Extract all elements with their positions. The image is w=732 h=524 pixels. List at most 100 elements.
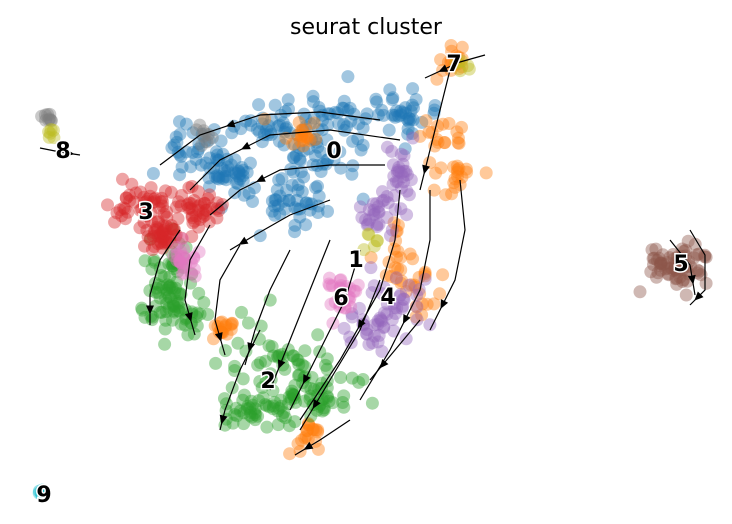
scatter-point-cluster-3 xyxy=(140,223,154,237)
scatter-point-cluster-0 xyxy=(389,104,403,118)
scatter-point-cluster-6 xyxy=(187,251,201,265)
scatter-point-cluster-2 xyxy=(326,396,340,410)
scatter-point-cluster-3 xyxy=(128,195,141,209)
streamline-arrow xyxy=(438,64,449,72)
scatter-point-cluster-2 xyxy=(320,352,334,366)
scatter-point-cluster-1 xyxy=(420,297,434,311)
scatter-point-cluster-4 xyxy=(377,280,391,294)
scatter-point-cluster-0 xyxy=(346,159,360,173)
scatter-point-cluster-0 xyxy=(268,98,282,112)
scatter-point-cluster-1 xyxy=(307,116,321,130)
scatter-point-cluster-2 xyxy=(138,254,152,268)
scatter-point-cluster-1 xyxy=(384,270,398,283)
scatter-point-cluster-2 xyxy=(321,391,334,404)
scatter-point-cluster-0 xyxy=(236,174,250,188)
scatter-point-cluster-4 xyxy=(389,271,403,285)
scatter-point-cluster-3 xyxy=(194,197,208,211)
scatter-point-cluster-4 xyxy=(412,283,426,297)
scatter-point-cluster-4 xyxy=(370,197,384,210)
scatter-point-cluster-2 xyxy=(172,296,186,310)
scatter-point-cluster-4 xyxy=(394,166,408,180)
scatter-point-cluster-6 xyxy=(188,269,202,283)
scatter-point-cluster-5 xyxy=(670,271,683,285)
scatter-point-cluster-2 xyxy=(259,375,273,389)
scatter-point-cluster-4 xyxy=(388,301,402,315)
scatter-point-cluster-1 xyxy=(434,53,448,67)
scatter-point-cluster-6 xyxy=(323,271,336,285)
scatter-point-cluster-4 xyxy=(364,261,378,275)
scatter-point-cluster-0 xyxy=(405,98,419,112)
scatter-point-cluster-5 xyxy=(681,234,695,248)
scatter-point-cluster-0 xyxy=(327,153,341,167)
scatter-point-cluster-3 xyxy=(153,227,167,241)
scatter-point-cluster-0 xyxy=(191,145,205,159)
scatter-point-cluster-2 xyxy=(235,305,248,319)
scatter-point-cluster-0 xyxy=(300,196,313,210)
scatter-point-cluster-0 xyxy=(315,123,329,137)
scatter-point-cluster-2 xyxy=(337,389,351,403)
scatter-point-cluster-5 xyxy=(654,256,668,270)
scatter-point-cluster-0 xyxy=(404,104,418,118)
scatter-point-cluster-1 xyxy=(449,49,463,63)
scatter-point-cluster-4 xyxy=(381,196,395,210)
scatter-point-cluster-0 xyxy=(265,194,279,208)
scatter-point-cluster-2 xyxy=(145,262,159,276)
scatter-point-cluster-0 xyxy=(335,101,349,115)
scatter-point-cluster-2 xyxy=(259,354,272,368)
scatter-point-cluster-0 xyxy=(175,160,189,174)
scatter-point-cluster-6 xyxy=(177,266,191,280)
scatter-point-cluster-3 xyxy=(113,203,127,217)
scatter-point-cluster-0 xyxy=(186,126,200,140)
streamline-arrow xyxy=(422,164,430,175)
scatter-point-cluster-3 xyxy=(182,181,196,195)
scatter-point-cluster-1 xyxy=(422,125,436,139)
scatter-point-cluster-2 xyxy=(299,379,313,393)
scatter-point-cluster-0 xyxy=(232,169,246,183)
scatter-point-cluster-2 xyxy=(170,255,184,269)
scatter-point-cluster-2 xyxy=(193,307,207,321)
scatter-point-cluster-0 xyxy=(167,138,181,152)
scatter-point-cluster-6 xyxy=(170,247,184,261)
scatter-point-cluster-1 xyxy=(455,60,469,74)
scatter-point-cluster-6 xyxy=(334,273,348,287)
scatter-point-cluster-4 xyxy=(370,218,384,232)
scatter-point-cluster-0 xyxy=(306,158,320,172)
scatter-point-cluster-4 xyxy=(368,318,382,332)
scatter-point-cluster-1 xyxy=(211,319,225,333)
scatter-point-cluster-0 xyxy=(346,134,360,148)
scatter-point-cluster-9 xyxy=(36,486,50,500)
scatter-point-cluster-7 xyxy=(200,135,214,149)
scatter-point-cluster-0 xyxy=(356,138,370,152)
scatter-point-cluster-5 xyxy=(669,255,683,269)
scatter-point-cluster-1 xyxy=(215,315,229,329)
scatter-point-cluster-4 xyxy=(396,292,410,306)
scatter-point-cluster-9 xyxy=(32,484,46,498)
scatter-point-cluster-2 xyxy=(178,318,192,332)
scatter-point-cluster-0 xyxy=(283,126,297,140)
scatter-point-cluster-6 xyxy=(323,279,337,293)
scatter-point-cluster-0 xyxy=(192,142,206,156)
scatter-point-cluster-6 xyxy=(333,282,347,296)
scatter-point-cluster-0 xyxy=(316,113,329,127)
scatter-point-cluster-0 xyxy=(321,153,335,167)
scatter-point-cluster-1 xyxy=(389,272,403,286)
scatter-point-cluster-7 xyxy=(205,131,219,145)
scatter-point-cluster-2 xyxy=(167,304,181,318)
streamline xyxy=(669,239,696,296)
scatter-point-cluster-2 xyxy=(288,378,302,392)
scatter-point-cluster-1 xyxy=(218,320,232,334)
scatter-point-cluster-2 xyxy=(352,375,366,389)
scatter-point-cluster-3 xyxy=(116,172,129,186)
scatter-point-cluster-1 xyxy=(430,72,444,86)
scatter-point-cluster-4 xyxy=(360,218,374,232)
cluster-labels: 0 1 2 3 4 5 6 7 8 9 xyxy=(35,51,690,510)
scatter-point-cluster-0 xyxy=(232,165,246,179)
scatter-point-cluster-0 xyxy=(198,135,212,149)
scatter-point-cluster-4 xyxy=(410,313,424,327)
scatter-point-cluster-0 xyxy=(328,105,342,119)
scatter-point-cluster-2 xyxy=(160,286,174,300)
scatter-point-cluster-1 xyxy=(415,308,429,322)
scatter-point-cluster-2 xyxy=(243,408,257,422)
scatter-point-cluster-4 xyxy=(376,194,390,208)
scatter-point-cluster-5 xyxy=(654,263,668,277)
